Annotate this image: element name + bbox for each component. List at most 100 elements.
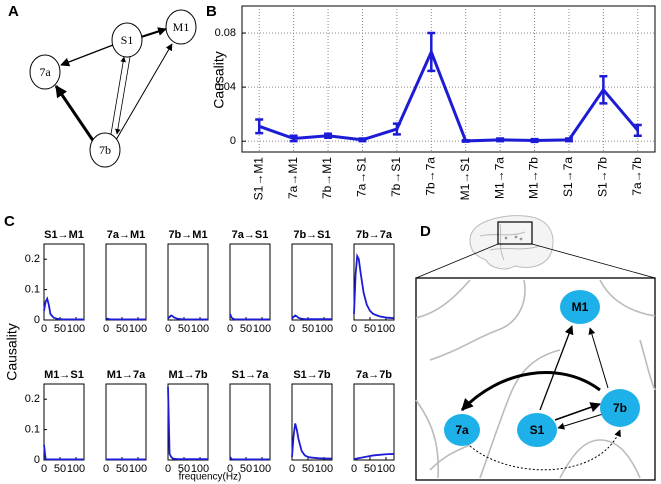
x-tick-label: 0 [351,323,357,335]
x-tick-label: 100 [129,463,147,475]
y-tick-label: 0.04 [215,81,236,93]
node-label: M1 [572,300,589,314]
x-tick-label: 7a→7b [630,157,644,196]
x-tick-label: 7b→S1 [389,157,403,197]
y-tick-label: 0.08 [215,27,236,39]
chart-title: 7b→S1 [293,229,330,241]
y-axis-title: Causality [211,51,227,109]
x-tick-label: 0 [103,323,109,335]
plot-area [353,383,395,461]
x-tick-label: 50 [364,323,376,335]
series-line [258,48,639,143]
x-tick-label: 100 [129,323,147,335]
error-bar [255,118,264,135]
chart-title: S1→7b [293,369,331,381]
node-label: 7b [613,401,627,415]
series-line [291,314,332,320]
x-tick-label: 7b→7a [423,157,437,196]
error-bar [427,31,436,73]
x-axis-title: frequency(Hz) [179,472,242,483]
error-bar [633,123,642,138]
x-tick-label: 0 [289,323,295,335]
series-line [43,444,84,461]
x-tick-label: 100 [253,463,271,475]
plot-area [105,383,147,461]
x-tick-label: 50 [364,463,376,475]
y-axis-title: Causality [4,323,20,381]
x-tick-label: 50 [240,463,252,475]
plot-area [291,383,333,461]
x-tick-label: S1→M1 [251,157,265,201]
x-tick-label: 0 [103,463,109,475]
x-tick-label: 100 [315,463,333,475]
chart-title: M1→7b [168,369,207,381]
x-tick-label: 7b→M1 [320,157,334,199]
x-tick-label: 100 [67,323,85,335]
x-tick-label: 0 [41,323,47,335]
diagram-d [415,277,656,481]
plot-area [167,383,209,461]
series-line [43,296,84,321]
x-tick-label: 0 [227,463,233,475]
error-bar [461,138,470,143]
series-line [229,313,270,321]
error-bar [289,134,298,143]
plot-area [43,243,85,321]
chart-title: S1→7a [232,369,270,381]
x-tick-label: S1→7a [561,157,575,197]
x-tick-label: 0 [165,463,171,475]
plot-area [291,243,333,321]
chart-title: 7a→M1 [107,229,146,241]
plot-area [105,243,147,321]
y-tick-label: 0.2 [25,393,40,405]
series-line [167,387,208,460]
x-tick-label: 100 [377,463,395,475]
error-bar [392,122,401,136]
x-tick-label: 100 [191,323,209,335]
x-tick-label: 50 [178,323,190,335]
x-tick-label: 0 [41,463,47,475]
plot-area [43,383,85,461]
x-tick-label: 7a→S1 [355,157,369,197]
x-tick-label: 0 [165,323,171,335]
panel-label: B [206,3,217,20]
plot-area [229,243,271,321]
series-line [353,253,395,320]
x-tick-label: 50 [54,463,66,475]
node-label: 7b [99,143,111,157]
x-tick-label: 50 [178,463,190,475]
x-tick-label: 50 [302,323,314,335]
x-tick-label: 100 [315,323,333,335]
panel-label: A [8,3,19,20]
x-tick-label: 100 [191,463,209,475]
x-tick-label: 0 [227,323,233,335]
error-bar [564,137,573,143]
node-label: S1 [121,33,134,47]
x-tick-label: 50 [54,323,66,335]
error-bar [496,137,505,143]
series-line [167,314,208,321]
panel-label: D [420,223,431,240]
x-tick-label: 7a→M1 [286,157,300,199]
chart-title: 7b→7a [356,229,393,241]
chart-title: 7b→M1 [168,229,207,241]
error-bar [358,137,367,143]
node-label: 7a [39,65,51,79]
x-tick-label: M1→7a [492,157,506,199]
x-tick-label: 100 [377,323,395,335]
diagram-a [29,9,197,168]
y-tick-label: 0.1 [25,424,40,436]
x-tick-label: 0 [289,463,295,475]
node-label: 7a [455,423,469,437]
x-tick-label: 50 [302,463,314,475]
error-bar [324,132,333,140]
y-tick-label: 0.2 [25,253,40,265]
series-line [229,456,270,461]
node-label: S1 [530,423,545,437]
series-line [291,423,332,460]
y-tick-label: 0.1 [25,284,40,296]
node-label: M1 [173,20,190,34]
x-tick-label: M1→S1 [458,157,472,201]
plot-area [229,383,271,461]
